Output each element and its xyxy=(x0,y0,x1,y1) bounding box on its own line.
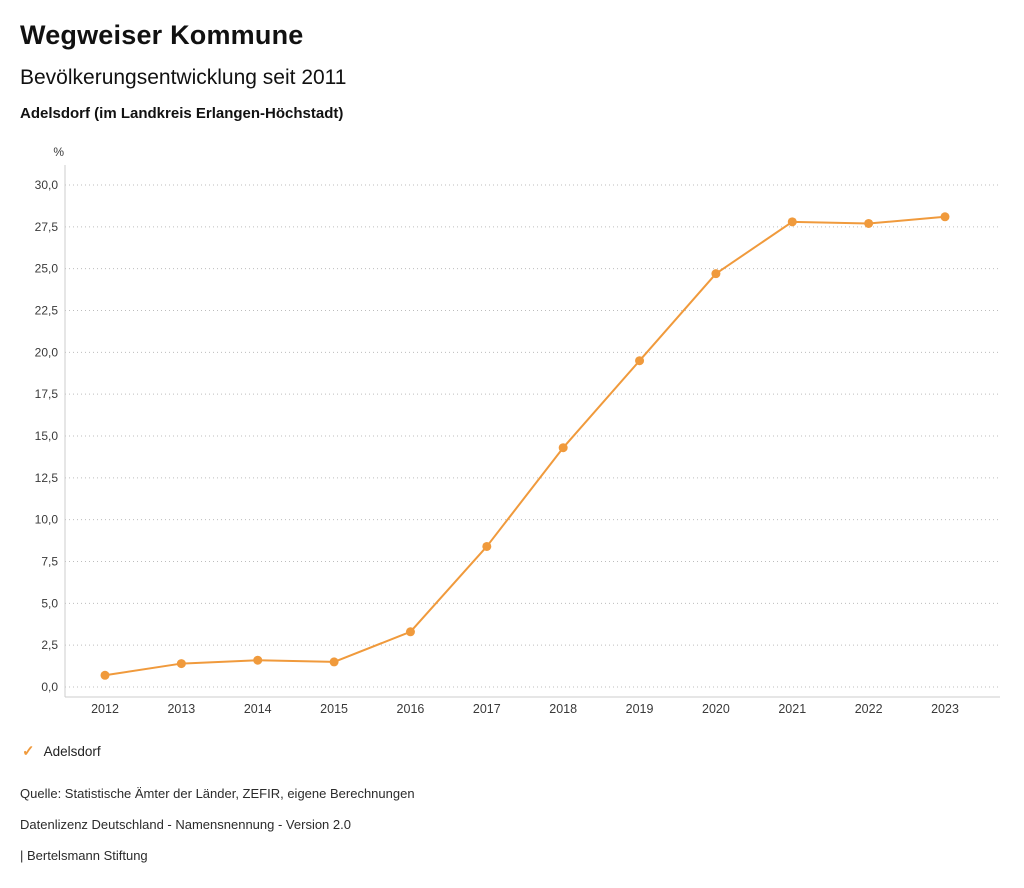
y-tick-label: 5,0 xyxy=(41,596,58,610)
data-point[interactable] xyxy=(100,670,110,680)
x-tick-label: 2015 xyxy=(320,702,348,716)
y-tick-label: 15,0 xyxy=(35,429,59,443)
y-axis-unit-label: % xyxy=(53,145,64,159)
x-tick-label: 2020 xyxy=(702,702,730,716)
data-point[interactable] xyxy=(253,655,263,665)
y-tick-label: 10,0 xyxy=(35,513,59,527)
x-tick-label: 2018 xyxy=(549,702,577,716)
publisher-note: | Bertelsmann Stiftung xyxy=(20,848,148,863)
chart-title: Bevölkerungsentwicklung seit 2011 xyxy=(20,66,347,89)
y-tick-label: 7,5 xyxy=(41,555,58,569)
x-tick-label: 2012 xyxy=(91,702,119,716)
data-point[interactable] xyxy=(864,218,874,228)
data-point[interactable] xyxy=(176,659,186,669)
x-tick-label: 2016 xyxy=(397,702,425,716)
y-tick-label: 20,0 xyxy=(35,345,59,359)
check-icon: ✓ xyxy=(22,743,35,760)
data-point[interactable] xyxy=(711,269,721,279)
x-tick-label: 2014 xyxy=(244,702,272,716)
y-tick-label: 22,5 xyxy=(35,304,59,318)
x-tick-label: 2019 xyxy=(626,702,654,716)
x-tick-label: 2017 xyxy=(473,702,501,716)
data-point[interactable] xyxy=(558,443,568,453)
y-tick-label: 25,0 xyxy=(35,262,59,276)
x-tick-label: 2021 xyxy=(778,702,806,716)
data-point[interactable] xyxy=(787,217,797,227)
y-tick-label: 12,5 xyxy=(35,471,59,485)
region-label: Adelsdorf (im Landkreis Erlangen-Höchsta… xyxy=(20,105,344,122)
y-tick-label: 0,0 xyxy=(41,680,58,694)
x-tick-label: 2022 xyxy=(855,702,883,716)
x-tick-label: 2023 xyxy=(931,702,959,716)
page-title: Wegweiser Kommune xyxy=(20,20,304,50)
series-line-adelsdorf xyxy=(104,215,946,677)
data-point[interactable] xyxy=(940,212,950,222)
data-point[interactable] xyxy=(329,657,339,667)
data-point[interactable] xyxy=(405,627,415,637)
y-tick-label: 17,5 xyxy=(35,387,59,401)
y-tick-label: 30,0 xyxy=(35,178,59,192)
data-point[interactable] xyxy=(482,541,492,551)
data-point[interactable] xyxy=(635,356,645,366)
source-note: Quelle: Statistische Ämter der Länder, Z… xyxy=(20,786,415,801)
legend-label: Adelsdorf xyxy=(43,744,101,759)
legend-item-adelsdorf[interactable]: ✓ Adelsdorf xyxy=(22,744,101,759)
x-tick-label: 2013 xyxy=(167,702,195,716)
y-tick-label: 2,5 xyxy=(41,638,58,652)
license-note: Datenlizenz Deutschland - Namensnennung … xyxy=(20,817,351,832)
y-tick-label: 27,5 xyxy=(35,220,59,234)
population-line-chart: % 0,0 2,5 5,0 7,5 10,0 12,5 15,0 17,5 20,0 22,5 25,… xyxy=(35,145,1000,716)
